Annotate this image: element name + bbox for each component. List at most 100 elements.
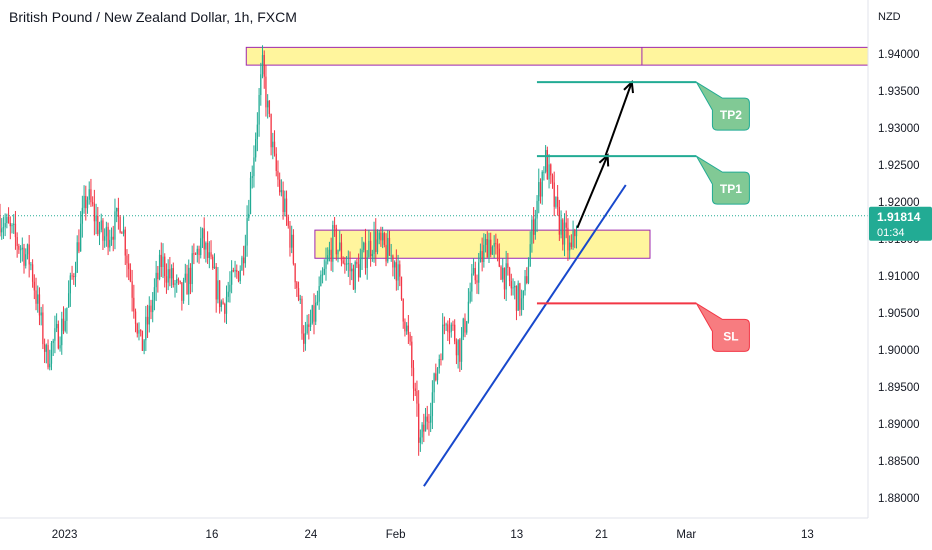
time-tick-label: 24 bbox=[304, 529, 317, 541]
candle-body bbox=[330, 249, 332, 262]
callout-tp1[interactable] bbox=[695, 155, 750, 205]
candle-body bbox=[105, 226, 108, 237]
candle-body bbox=[527, 266, 530, 284]
callout-sl[interactable] bbox=[695, 302, 750, 352]
candle-body bbox=[150, 305, 152, 313]
candle-body bbox=[205, 242, 207, 250]
candle-body bbox=[405, 325, 408, 332]
candle-body bbox=[565, 222, 567, 228]
candle-body bbox=[52, 340, 54, 344]
candle-body bbox=[402, 299, 404, 322]
candle-body bbox=[538, 182, 540, 201]
candle-body bbox=[275, 153, 277, 171]
candle-body bbox=[248, 213, 250, 219]
candle-body bbox=[277, 170, 279, 180]
candle-body bbox=[548, 164, 550, 180]
price-tick-label: 1.91000 bbox=[878, 271, 920, 283]
arrow-line[interactable] bbox=[604, 81, 633, 156]
time-tick-label: 13 bbox=[801, 529, 814, 541]
candle-body bbox=[467, 301, 470, 322]
candle-body bbox=[55, 323, 58, 329]
zones-layer bbox=[0, 46, 869, 259]
candle-body bbox=[442, 324, 444, 360]
candle-body bbox=[308, 324, 310, 327]
candle-body bbox=[507, 263, 509, 268]
candle-body bbox=[206, 242, 209, 258]
candle-body bbox=[558, 206, 561, 235]
candle-body bbox=[471, 273, 473, 292]
candle-body bbox=[448, 331, 451, 333]
price-axis[interactable]: NZD 1.940001.935001.930001.925001.920001… bbox=[867, 0, 920, 518]
candle-body bbox=[352, 268, 355, 290]
candle-body bbox=[88, 189, 90, 200]
candle-body bbox=[128, 263, 130, 270]
candle-body bbox=[210, 252, 212, 257]
candle-body bbox=[483, 244, 485, 263]
candle-body bbox=[241, 257, 243, 271]
candle-body bbox=[486, 239, 488, 258]
candle-body bbox=[460, 336, 463, 362]
candle-body bbox=[301, 298, 303, 334]
candle-body bbox=[4, 223, 6, 228]
candle-body bbox=[466, 321, 468, 333]
candle-body bbox=[327, 255, 329, 262]
candle-body bbox=[179, 280, 181, 283]
trendline[interactable] bbox=[423, 184, 627, 487]
candle-body bbox=[388, 237, 391, 256]
time-tick-label: 16 bbox=[206, 529, 219, 541]
time-tick-label: 21 bbox=[595, 529, 608, 541]
candle-body bbox=[433, 373, 435, 393]
candle-body bbox=[418, 403, 420, 443]
candle-body bbox=[256, 124, 259, 139]
candle-body bbox=[321, 274, 324, 276]
candle-body bbox=[392, 255, 394, 268]
time-axis[interactable]: 2023 16 24 Feb 13 21 Mar 13 bbox=[0, 517, 868, 541]
candle-body bbox=[81, 207, 84, 224]
candle-body bbox=[306, 324, 308, 333]
candle-body bbox=[200, 238, 202, 256]
candle-body bbox=[232, 270, 235, 272]
candle-body bbox=[272, 141, 274, 148]
price-tick-label: 1.94000 bbox=[878, 49, 920, 61]
candle-body bbox=[296, 282, 298, 289]
candle-body bbox=[71, 275, 73, 277]
candle-body bbox=[337, 250, 339, 255]
arrow-line[interactable] bbox=[576, 155, 609, 229]
candle-body bbox=[186, 273, 188, 295]
candle-body bbox=[217, 280, 219, 300]
candle-body bbox=[474, 267, 476, 281]
candle-body bbox=[462, 318, 464, 337]
current-price-badge: 1.91814 01:34 bbox=[869, 206, 932, 241]
candle-body bbox=[572, 230, 574, 247]
candle-body bbox=[263, 55, 265, 77]
candle-body bbox=[1, 228, 3, 233]
candle-body bbox=[313, 305, 315, 322]
candle-body bbox=[315, 302, 317, 322]
candle-body bbox=[85, 195, 87, 209]
candle-body bbox=[294, 263, 296, 283]
candle-body bbox=[26, 244, 29, 255]
candle-body bbox=[25, 254, 27, 266]
candle-body bbox=[64, 320, 66, 331]
candle-body bbox=[255, 138, 257, 158]
candle-body bbox=[213, 266, 216, 269]
zone-resistance[interactable] bbox=[245, 46, 869, 66]
candle-body bbox=[400, 276, 403, 300]
candle-body bbox=[93, 203, 96, 222]
candle-body bbox=[569, 242, 571, 251]
callout-tp2[interactable] bbox=[695, 81, 750, 131]
candle-body bbox=[260, 74, 262, 96]
candle-body bbox=[251, 176, 253, 178]
callout-label-sl: SL bbox=[723, 329, 738, 343]
candle-body bbox=[138, 330, 140, 334]
candle-body bbox=[220, 301, 222, 308]
candle-body bbox=[488, 239, 490, 258]
candle-body bbox=[170, 268, 173, 279]
candle-body bbox=[177, 279, 180, 281]
candle-body bbox=[430, 416, 432, 423]
candle-body bbox=[383, 233, 385, 245]
candle-body bbox=[380, 232, 382, 241]
time-tick-label: Mar bbox=[676, 529, 696, 541]
callout-label-tp2: TP2 bbox=[720, 108, 742, 122]
